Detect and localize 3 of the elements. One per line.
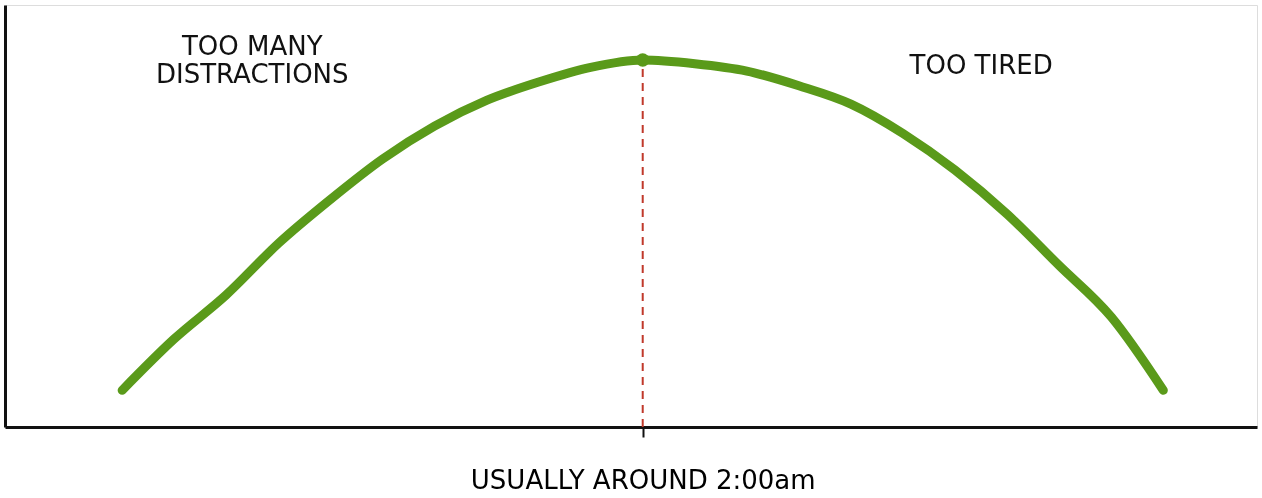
annotation: TOO TIRED: [908, 49, 1053, 80]
x-axis-title: USUALLY AROUND 2:00am: [470, 464, 816, 495]
annotation: TOO MANY DISTRACTIONS: [156, 31, 349, 90]
